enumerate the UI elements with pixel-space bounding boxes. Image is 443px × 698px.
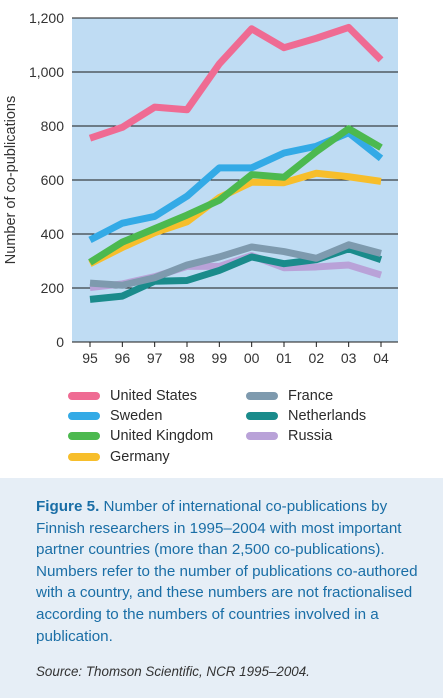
legend-item-russia: Russia: [246, 426, 332, 446]
y-tick-label: 1,000: [29, 64, 64, 80]
legend-swatch: [68, 432, 100, 440]
caption-text: Number of international co-publications …: [36, 498, 418, 645]
legend-label: France: [288, 388, 334, 404]
series-lines: [88, 23, 384, 303]
x-tick-label: 01: [276, 350, 292, 366]
x-tick-label: 99: [212, 350, 228, 366]
y-tick-label: 800: [41, 118, 65, 134]
legend-item-france: France: [246, 386, 333, 406]
legend-swatch: [68, 412, 100, 420]
y-tick-label: 600: [41, 172, 65, 188]
y-tick-label: 0: [56, 334, 64, 350]
series-line-united-kingdom: [88, 125, 383, 266]
legend-swatch: [246, 412, 278, 420]
legend-item-sweden: Sweden: [68, 406, 162, 426]
line-chart: 0 200 400 600 800 1,000 1,200 95 96 97 98 99 00 01 02…: [3, 10, 398, 366]
legend-label: United States: [110, 388, 198, 404]
legend-label: Russia: [288, 428, 333, 444]
legend-item-united-kingdom: United Kingdom: [68, 426, 213, 446]
series-line-united-states: [88, 23, 384, 142]
x-tick-label: 96: [115, 350, 131, 366]
caption-panel: [0, 478, 443, 698]
gridlines: [72, 17, 398, 343]
y-axis-label: Number of co-publications: [3, 96, 19, 264]
y-tick-label: 400: [41, 226, 65, 242]
y-tick-label: 1,200: [29, 10, 64, 26]
legend-swatch: [68, 453, 100, 461]
legend-label: Sweden: [110, 408, 163, 424]
x-axis-tick-labels: 95 96 97 98 99 00 01 02 03 04: [82, 342, 389, 366]
legend-swatch: [68, 392, 100, 400]
legend-item-netherlands: Netherlands: [246, 406, 366, 426]
x-tick-label: 03: [341, 350, 357, 366]
legend-label: Germany: [110, 449, 170, 465]
x-tick-label: 00: [244, 350, 260, 366]
figure-label: Figure 5.: [36, 498, 100, 515]
x-tick-label: 04: [373, 350, 389, 366]
legend-label: United Kingdom: [110, 428, 214, 444]
figure-caption: Figure 5. Number of international co-pub…: [36, 496, 421, 647]
x-tick-label: 97: [147, 350, 163, 366]
source-note: Source: Thomson Scientific, NCR 1995–200…: [36, 664, 310, 679]
legend: United States Sweden United Kingdom Germ…: [68, 386, 438, 470]
x-tick-label: 98: [179, 350, 195, 366]
series-line-france: [89, 241, 382, 289]
legend-item-united-states: United States: [68, 386, 197, 406]
legend-swatch: [246, 392, 278, 400]
y-axis-tick-labels: 0 200 400 600 800 1,000 1,200: [29, 10, 64, 350]
legend-label: Netherlands: [288, 408, 367, 424]
x-tick-label: 02: [309, 350, 325, 366]
x-tick-label: 95: [82, 350, 98, 366]
legend-item-germany: Germany: [68, 447, 170, 467]
legend-swatch: [246, 432, 278, 440]
y-tick-label: 200: [41, 280, 65, 296]
